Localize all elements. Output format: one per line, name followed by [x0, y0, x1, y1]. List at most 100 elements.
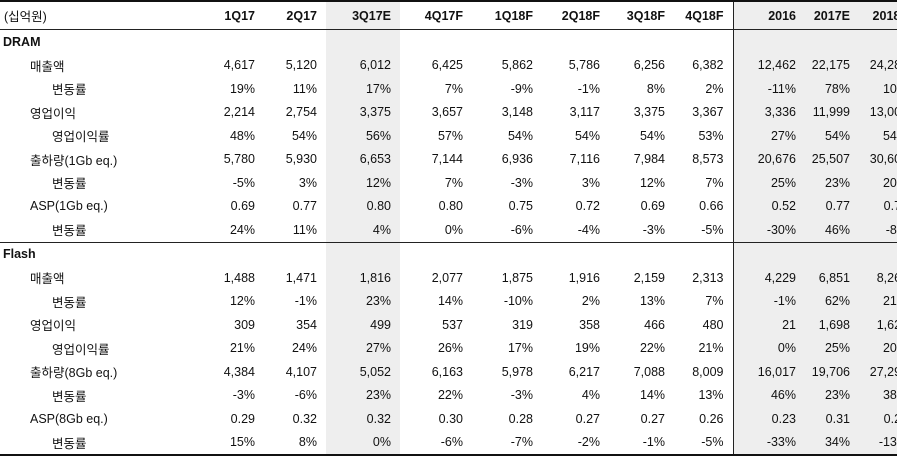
- value-cell: 0.29: [230, 411, 255, 426]
- table-row: 변동률 24% 11% 4% 0% -6% -4% -3% -5% -30%46%-8%: [0, 218, 897, 242]
- value-cell: -1%: [577, 81, 600, 96]
- value-cell: -30%: [732, 218, 805, 242]
- value-cell: -2%: [542, 430, 609, 456]
- value-cell: 8,009: [692, 364, 724, 379]
- value-cell: 56%: [326, 124, 400, 148]
- value-cell: 0.23: [732, 407, 805, 431]
- value-cell: 2,313: [692, 270, 724, 285]
- value-cell: -5%: [674, 430, 733, 456]
- row-label: 출하량(1Gb eq.): [30, 153, 118, 168]
- table-row: 영업이익률 21% 24% 27% 26% 17% 19% 22% 21% 0%25%20%: [0, 336, 897, 360]
- empty-cell: [168, 30, 264, 54]
- value-cell: 23%: [326, 383, 400, 407]
- row-label: 변동률: [0, 430, 168, 456]
- value-cell: 20%: [859, 336, 897, 360]
- value-cell: 25,507: [805, 147, 859, 171]
- value-cell: 24,286: [859, 53, 897, 77]
- value-cell: 4,229: [732, 266, 805, 290]
- value-cell: 7%: [705, 294, 724, 309]
- value-cell: 0.30: [438, 411, 463, 426]
- value-cell: 7%: [705, 175, 724, 190]
- value-cell: 12%: [639, 175, 665, 190]
- value-cell: 0.75: [508, 199, 533, 214]
- col-header-2016: 2016: [732, 1, 805, 30]
- table-row: ASP(8Gb eq.) 0.29 0.32 0.32 0.30 0.28 0.27 0.27…: [0, 407, 897, 431]
- value-cell: 3,367: [692, 105, 724, 120]
- empty-cell: [472, 30, 542, 54]
- value-cell: -3%: [232, 388, 255, 403]
- section-row: DRAM: [0, 29, 897, 54]
- value-cell: 11%: [292, 81, 317, 96]
- empty-cell: [326, 29, 400, 54]
- value-cell: 10%: [859, 77, 897, 101]
- value-cell: -3%: [510, 388, 533, 403]
- value-cell: 1,488: [223, 270, 255, 285]
- value-cell: 3,117: [569, 105, 600, 120]
- value-cell: 26%: [437, 341, 463, 356]
- value-cell: 0.27: [575, 411, 600, 426]
- value-cell: 6,163: [431, 364, 463, 379]
- empty-cell: [168, 241, 264, 266]
- value-cell: 1,471: [285, 270, 317, 285]
- value-cell: 25%: [805, 336, 859, 360]
- value-cell: 38%: [859, 383, 897, 407]
- value-cell: 4,107: [285, 364, 317, 379]
- value-cell: 12,462: [732, 53, 805, 77]
- value-cell: 20,676: [732, 147, 805, 171]
- empty-cell: [542, 30, 609, 54]
- table-row: ASP(1Gb eq.) 0.69 0.77 0.80 0.80 0.75 0.72 0.69…: [0, 194, 897, 218]
- value-cell: -3%: [510, 175, 533, 190]
- value-cell: 22%: [437, 388, 463, 403]
- value-cell: 3,375: [326, 100, 400, 124]
- table-row: 출하량(8Gb eq.) 4,384 4,107 5,052 6,163 5,978 6,2…: [0, 360, 897, 384]
- value-cell: 6,851: [805, 266, 859, 290]
- value-cell: 57%: [437, 128, 463, 143]
- value-cell: 3,148: [501, 105, 533, 120]
- value-cell: 2,159: [633, 270, 665, 285]
- value-cell: 0.32: [292, 411, 317, 426]
- value-cell: 23%: [805, 171, 859, 195]
- value-cell: -1%: [732, 289, 805, 313]
- value-cell: 30,609: [859, 147, 897, 171]
- value-cell: 54%: [507, 128, 533, 143]
- empty-cell: [264, 241, 326, 266]
- table-row: 매출액 1,488 1,471 1,816 2,077 1,875 1,916 2,159 2,…: [0, 266, 897, 290]
- value-cell: 24%: [229, 222, 255, 237]
- value-cell: 7%: [444, 175, 463, 190]
- value-cell: 19%: [229, 81, 255, 96]
- value-cell: 2%: [581, 294, 600, 309]
- row-label: 출하량(8Gb eq.): [30, 366, 118, 381]
- value-cell: 0.80: [326, 194, 400, 218]
- empty-cell: [609, 241, 674, 266]
- value-cell: 7%: [444, 81, 463, 96]
- row-label: ASP(1Gb eq.): [30, 199, 108, 214]
- value-cell: 5,052: [326, 360, 400, 384]
- value-cell: -8%: [859, 218, 897, 242]
- value-cell: 354: [296, 317, 317, 332]
- value-cell: -13%: [859, 430, 897, 456]
- value-cell: 1,875: [501, 270, 533, 285]
- value-cell: 0.32: [326, 407, 400, 431]
- value-cell: 0%: [732, 336, 805, 360]
- value-cell: 5,780: [223, 152, 255, 167]
- empty-cell: [732, 29, 805, 54]
- value-cell: 7,116: [569, 152, 600, 167]
- value-cell: 5,862: [501, 58, 533, 73]
- value-cell: 78%: [805, 77, 859, 101]
- value-cell: 21%: [229, 341, 255, 356]
- value-cell: 48%: [229, 128, 255, 143]
- value-cell: 5,786: [568, 58, 600, 73]
- row-label: 변동률: [52, 295, 87, 310]
- value-cell: 6,382: [692, 58, 724, 73]
- value-cell: 1,816: [326, 266, 400, 290]
- value-cell: 1,622: [859, 313, 897, 337]
- value-cell: 14%: [437, 294, 463, 309]
- row-label: 영업이익: [30, 106, 77, 121]
- value-cell: 537: [442, 317, 463, 332]
- value-cell: 0.72: [575, 199, 600, 214]
- value-cell: -5%: [701, 222, 724, 237]
- value-cell: -4%: [577, 222, 600, 237]
